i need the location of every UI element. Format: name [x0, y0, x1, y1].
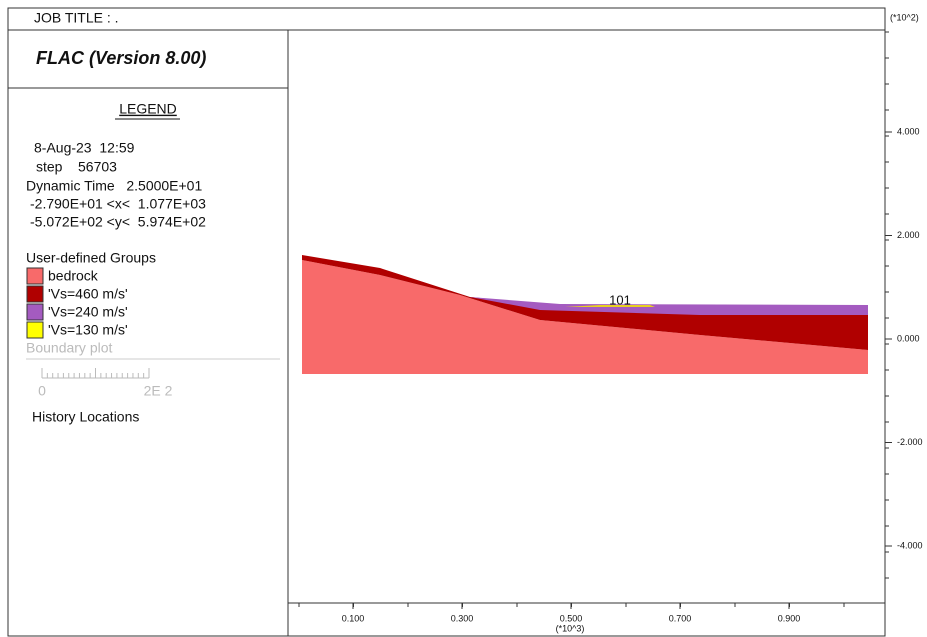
group-label: 'Vs=460 m/s' — [48, 286, 128, 302]
x-tick-label: 0.100 — [342, 613, 365, 623]
legend-x-range: -2.790E+01 <x< 1.077E+03 — [30, 196, 206, 212]
y-multiplier: (*10^2) — [890, 12, 919, 22]
x-tick-label: 0.900 — [778, 613, 801, 623]
swatch — [26, 267, 44, 285]
y-tick-label: 0.000 — [897, 333, 920, 343]
swatch — [26, 303, 44, 321]
history-title: History Locations — [32, 409, 139, 425]
swatch — [26, 321, 44, 339]
swatch — [26, 285, 44, 303]
x-multiplier: (*10^3) — [556, 623, 585, 633]
axis-ticks — [298, 31, 892, 609]
groups-title: User-defined Groups — [26, 250, 156, 266]
x-tick-label: 0.500 — [560, 613, 583, 623]
scale-bar — [41, 368, 150, 379]
group-label: 'Vs=240 m/s' — [48, 304, 128, 320]
y-tick-label: 4.000 — [897, 126, 920, 136]
bedrock — [302, 260, 868, 374]
boundary-title: Boundary plot — [26, 340, 113, 356]
y-tick-label: 2.000 — [897, 230, 920, 240]
program-name: FLAC (Version 8.00) — [36, 48, 206, 68]
scale-label: 2E 2 — [144, 383, 173, 399]
vs460-layer — [302, 255, 868, 350]
scale-label: 0 — [38, 383, 46, 399]
legend-step: step 56703 — [36, 159, 117, 175]
x-tick-label: 0.700 — [669, 613, 692, 623]
legend-title: LEGEND — [119, 101, 177, 117]
y-tick-label: -4.000 — [897, 540, 923, 550]
legend-time: Dynamic Time 2.5000E+01 — [26, 178, 202, 194]
history-label: 101 — [609, 292, 631, 307]
group-label: bedrock — [48, 268, 99, 284]
legend-y-range: -5.072E+02 <y< 5.974E+02 — [30, 214, 206, 230]
job-title: JOB TITLE : . — [34, 10, 119, 26]
legend-date: 8-Aug-23 12:59 — [34, 140, 135, 156]
vs240-layer — [470, 297, 868, 315]
y-tick-label: -2.000 — [897, 437, 923, 447]
vs130-layer — [565, 305, 655, 307]
x-tick-label: 0.300 — [451, 613, 474, 623]
group-label: 'Vs=130 m/s' — [48, 322, 128, 338]
